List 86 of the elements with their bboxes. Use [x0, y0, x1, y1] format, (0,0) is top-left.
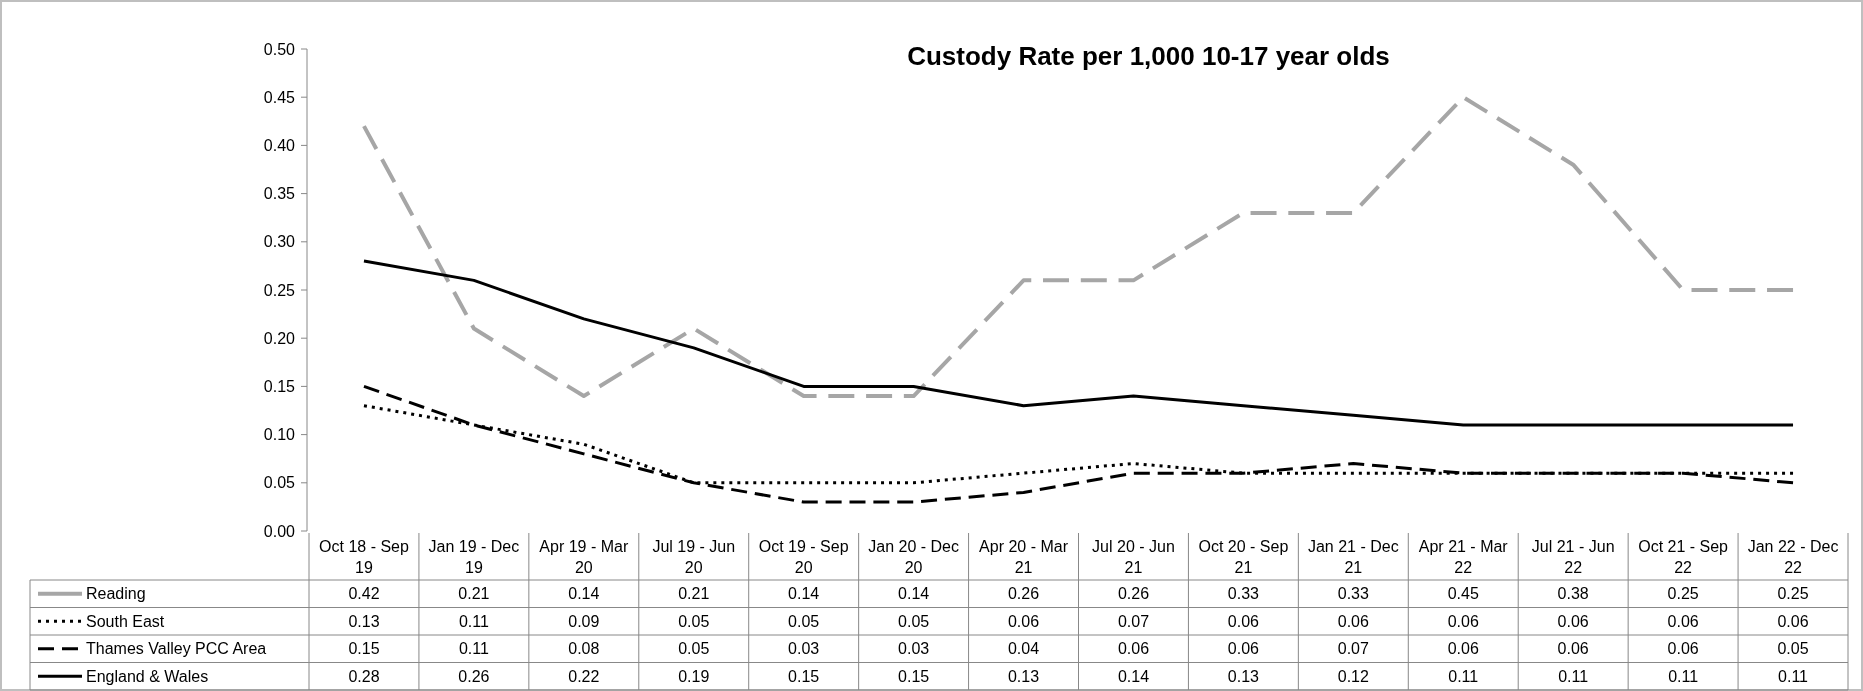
data-label: 0.08 [568, 640, 600, 658]
y-tick-label: 0.25 [263, 281, 296, 299]
data-label: 0.05 [678, 612, 710, 630]
data-label: 0.13 [1007, 667, 1040, 685]
x-tick-label: Oct 18 - Sep 19 [319, 538, 409, 576]
x-tick-label: Jan 22 - Dec 22 [1747, 538, 1839, 576]
data-label: 0.04 [1007, 640, 1040, 658]
legend-label: Thames Valley PCC Area [86, 640, 267, 658]
data-label: 0.26 [1117, 585, 1150, 603]
data-label: 0.06 [1227, 612, 1260, 630]
data-label: 0.07 [1117, 612, 1150, 630]
data-label: 0.05 [898, 612, 930, 630]
data-label: 0.26 [1007, 585, 1040, 603]
y-tick-label: 0.10 [263, 426, 296, 444]
y-tick-label: 0.20 [263, 329, 296, 347]
data-label: 0.28 [348, 667, 380, 685]
data-label: 0.15 [898, 667, 930, 685]
data-label: 0.13 [348, 612, 380, 630]
data-label: 0.33 [1337, 585, 1369, 603]
x-tick-label: Apr 19 - Mar 20 [539, 538, 629, 576]
data-label: 0.07 [1337, 640, 1369, 658]
data-label: 0.09 [568, 612, 600, 630]
x-tick-label: Apr 20 - Mar 21 [979, 538, 1069, 576]
data-label: 0.14 [898, 585, 930, 603]
y-tick-label: 0.50 [263, 40, 296, 58]
data-label: 0.15 [788, 667, 820, 685]
x-tick-label: Jul 19 - Jun 20 [652, 538, 736, 576]
data-label: 0.06 [1777, 612, 1809, 630]
data-label: 0.06 [1557, 612, 1589, 630]
data-label: 0.11 [1448, 667, 1479, 685]
x-tick-label: Oct 21 - Sep 22 [1638, 538, 1729, 576]
data-label: 0.06 [1007, 612, 1040, 630]
data-label: 0.21 [458, 585, 490, 603]
x-tick-label: Jan 20 - Dec 20 [868, 538, 959, 576]
data-label: 0.06 [1337, 612, 1369, 630]
y-tick-label: 0.35 [263, 185, 296, 203]
data-label: 0.06 [1557, 640, 1589, 658]
data-label: 0.05 [788, 612, 820, 630]
legend-label: England & Wales [86, 667, 209, 685]
data-label: 0.06 [1447, 612, 1479, 630]
y-tick-label: 0.00 [263, 522, 296, 540]
y-tick-label: 0.30 [263, 233, 296, 251]
data-label: 0.05 [1777, 640, 1809, 658]
y-tick-label: 0.40 [263, 137, 296, 154]
data-label: 0.06 [1117, 640, 1150, 658]
data-label: 0.22 [568, 667, 600, 685]
data-label: 0.14 [1117, 667, 1150, 685]
y-tick-label: 0.15 [263, 378, 296, 395]
y-tick-label: 0.05 [263, 474, 296, 492]
data-label: 0.11 [1778, 667, 1809, 685]
chart-title: Custody Rate per 1,000 10-17 year olds [907, 41, 1390, 71]
data-label: 0.03 [898, 640, 930, 658]
x-tick-label: Oct 20 - Sep 21 [1198, 538, 1289, 576]
legend-label: South East [86, 612, 165, 630]
x-tick-label: Jan 21 - Dec 21 [1307, 538, 1399, 576]
data-label: 0.11 [458, 612, 489, 630]
data-label: 0.14 [568, 585, 600, 603]
data-label: 0.42 [348, 585, 380, 603]
data-label: 0.05 [678, 640, 710, 658]
x-tick-label: Apr 21 - Mar 22 [1418, 538, 1509, 576]
data-label: 0.11 [458, 640, 489, 658]
x-tick-label: Jul 21 - Jun 22 [1531, 538, 1615, 576]
data-label: 0.33 [1227, 585, 1260, 603]
data-label: 0.25 [1667, 585, 1699, 603]
data-label: 0.21 [678, 585, 710, 603]
data-label: 0.13 [1227, 667, 1260, 685]
data-label: 0.14 [788, 585, 820, 603]
legend-label: Reading [86, 585, 146, 603]
data-label: 0.15 [348, 640, 380, 658]
data-label: 0.06 [1667, 640, 1699, 658]
data-label: 0.11 [1668, 667, 1699, 685]
data-label: 0.25 [1777, 585, 1809, 603]
x-tick-label: Jul 20 - Jun 21 [1092, 538, 1175, 576]
data-label: 0.06 [1447, 640, 1479, 658]
data-label: 0.45 [1447, 585, 1479, 603]
data-label: 0.06 [1667, 612, 1699, 630]
data-label: 0.19 [678, 667, 710, 685]
x-tick-label: Oct 19 - Sep 20 [758, 538, 849, 576]
data-label: 0.11 [1558, 667, 1589, 685]
x-tick-label: Jan 19 - Dec 19 [428, 538, 520, 576]
data-label: 0.06 [1227, 640, 1260, 658]
data-label: 0.03 [788, 640, 820, 658]
y-tick-label: 0.45 [263, 88, 296, 106]
data-label: 0.12 [1337, 667, 1369, 685]
data-label: 0.38 [1557, 585, 1589, 603]
data-label: 0.26 [458, 667, 490, 685]
